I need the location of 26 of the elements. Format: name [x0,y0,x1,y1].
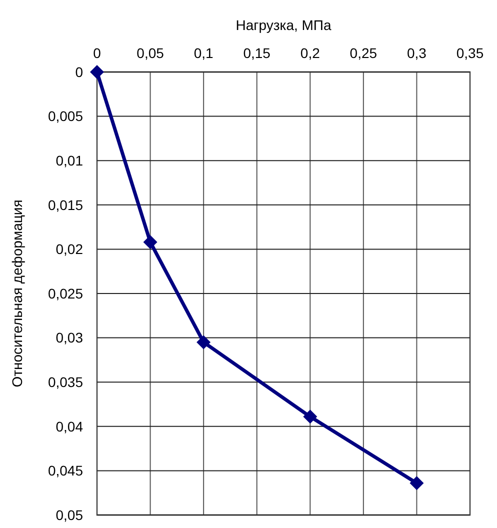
y-tick-label: 0,05 [56,506,84,523]
y-tick-label: 0,02 [56,241,84,258]
x-tick-label: 0,1 [194,45,214,61]
y-tick-label: 0 [75,64,84,80]
x-tick-label: 0 [93,45,102,61]
point [196,335,211,350]
point [303,410,318,424]
x-tick-label: 0,2 [300,45,320,61]
point [143,235,158,250]
x-axis-title: Нагрузка, МПа [236,17,332,33]
y-tick-label: 0,005 [48,108,84,124]
point [410,476,424,490]
point [90,65,104,79]
x-tick-label: 0,05 [136,45,164,61]
x-tick-label: 0,35 [456,45,484,61]
y-tick-label: 0,015 [48,196,84,213]
y-axis-title: Относительная деформация [9,200,25,388]
y-tick-label: 0,045 [48,462,84,479]
y-tick-label: 0,025 [48,285,84,302]
x-tick-label: 0,15 [243,45,271,61]
x-tick-label: 0,25 [350,45,378,61]
x-tick-label: 0,3 [406,45,427,61]
y-tick-label: 0,01 [56,152,84,168]
y-tick-label: 0,03 [56,330,84,346]
y-tick-label: 0,035 [48,374,84,390]
y-tick-label: 0,04 [56,418,84,434]
